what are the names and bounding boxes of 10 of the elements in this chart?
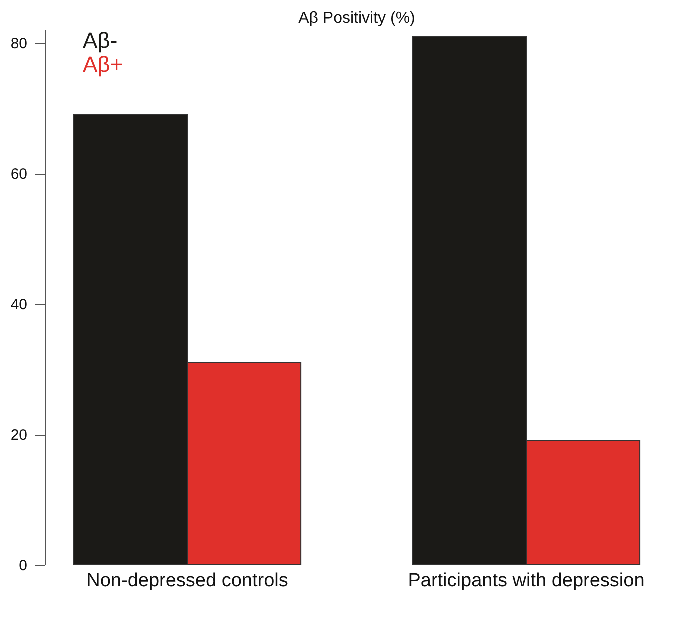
y-tick-label: 0	[19, 558, 28, 574]
x-tick-label: Non-depressed controls	[86, 570, 288, 592]
text: Aβ-	[83, 28, 118, 53]
y-tick-label: 60	[10, 166, 28, 184]
text: Aβ+	[83, 52, 124, 77]
x-tick-label: Participants with depression	[408, 570, 645, 592]
chart-title: Aβ Positivity (%)	[298, 10, 416, 27]
y-tick-label: 80	[10, 36, 28, 53]
y-tick-label: 20	[10, 427, 28, 444]
y-tick-label: 40	[10, 296, 28, 314]
